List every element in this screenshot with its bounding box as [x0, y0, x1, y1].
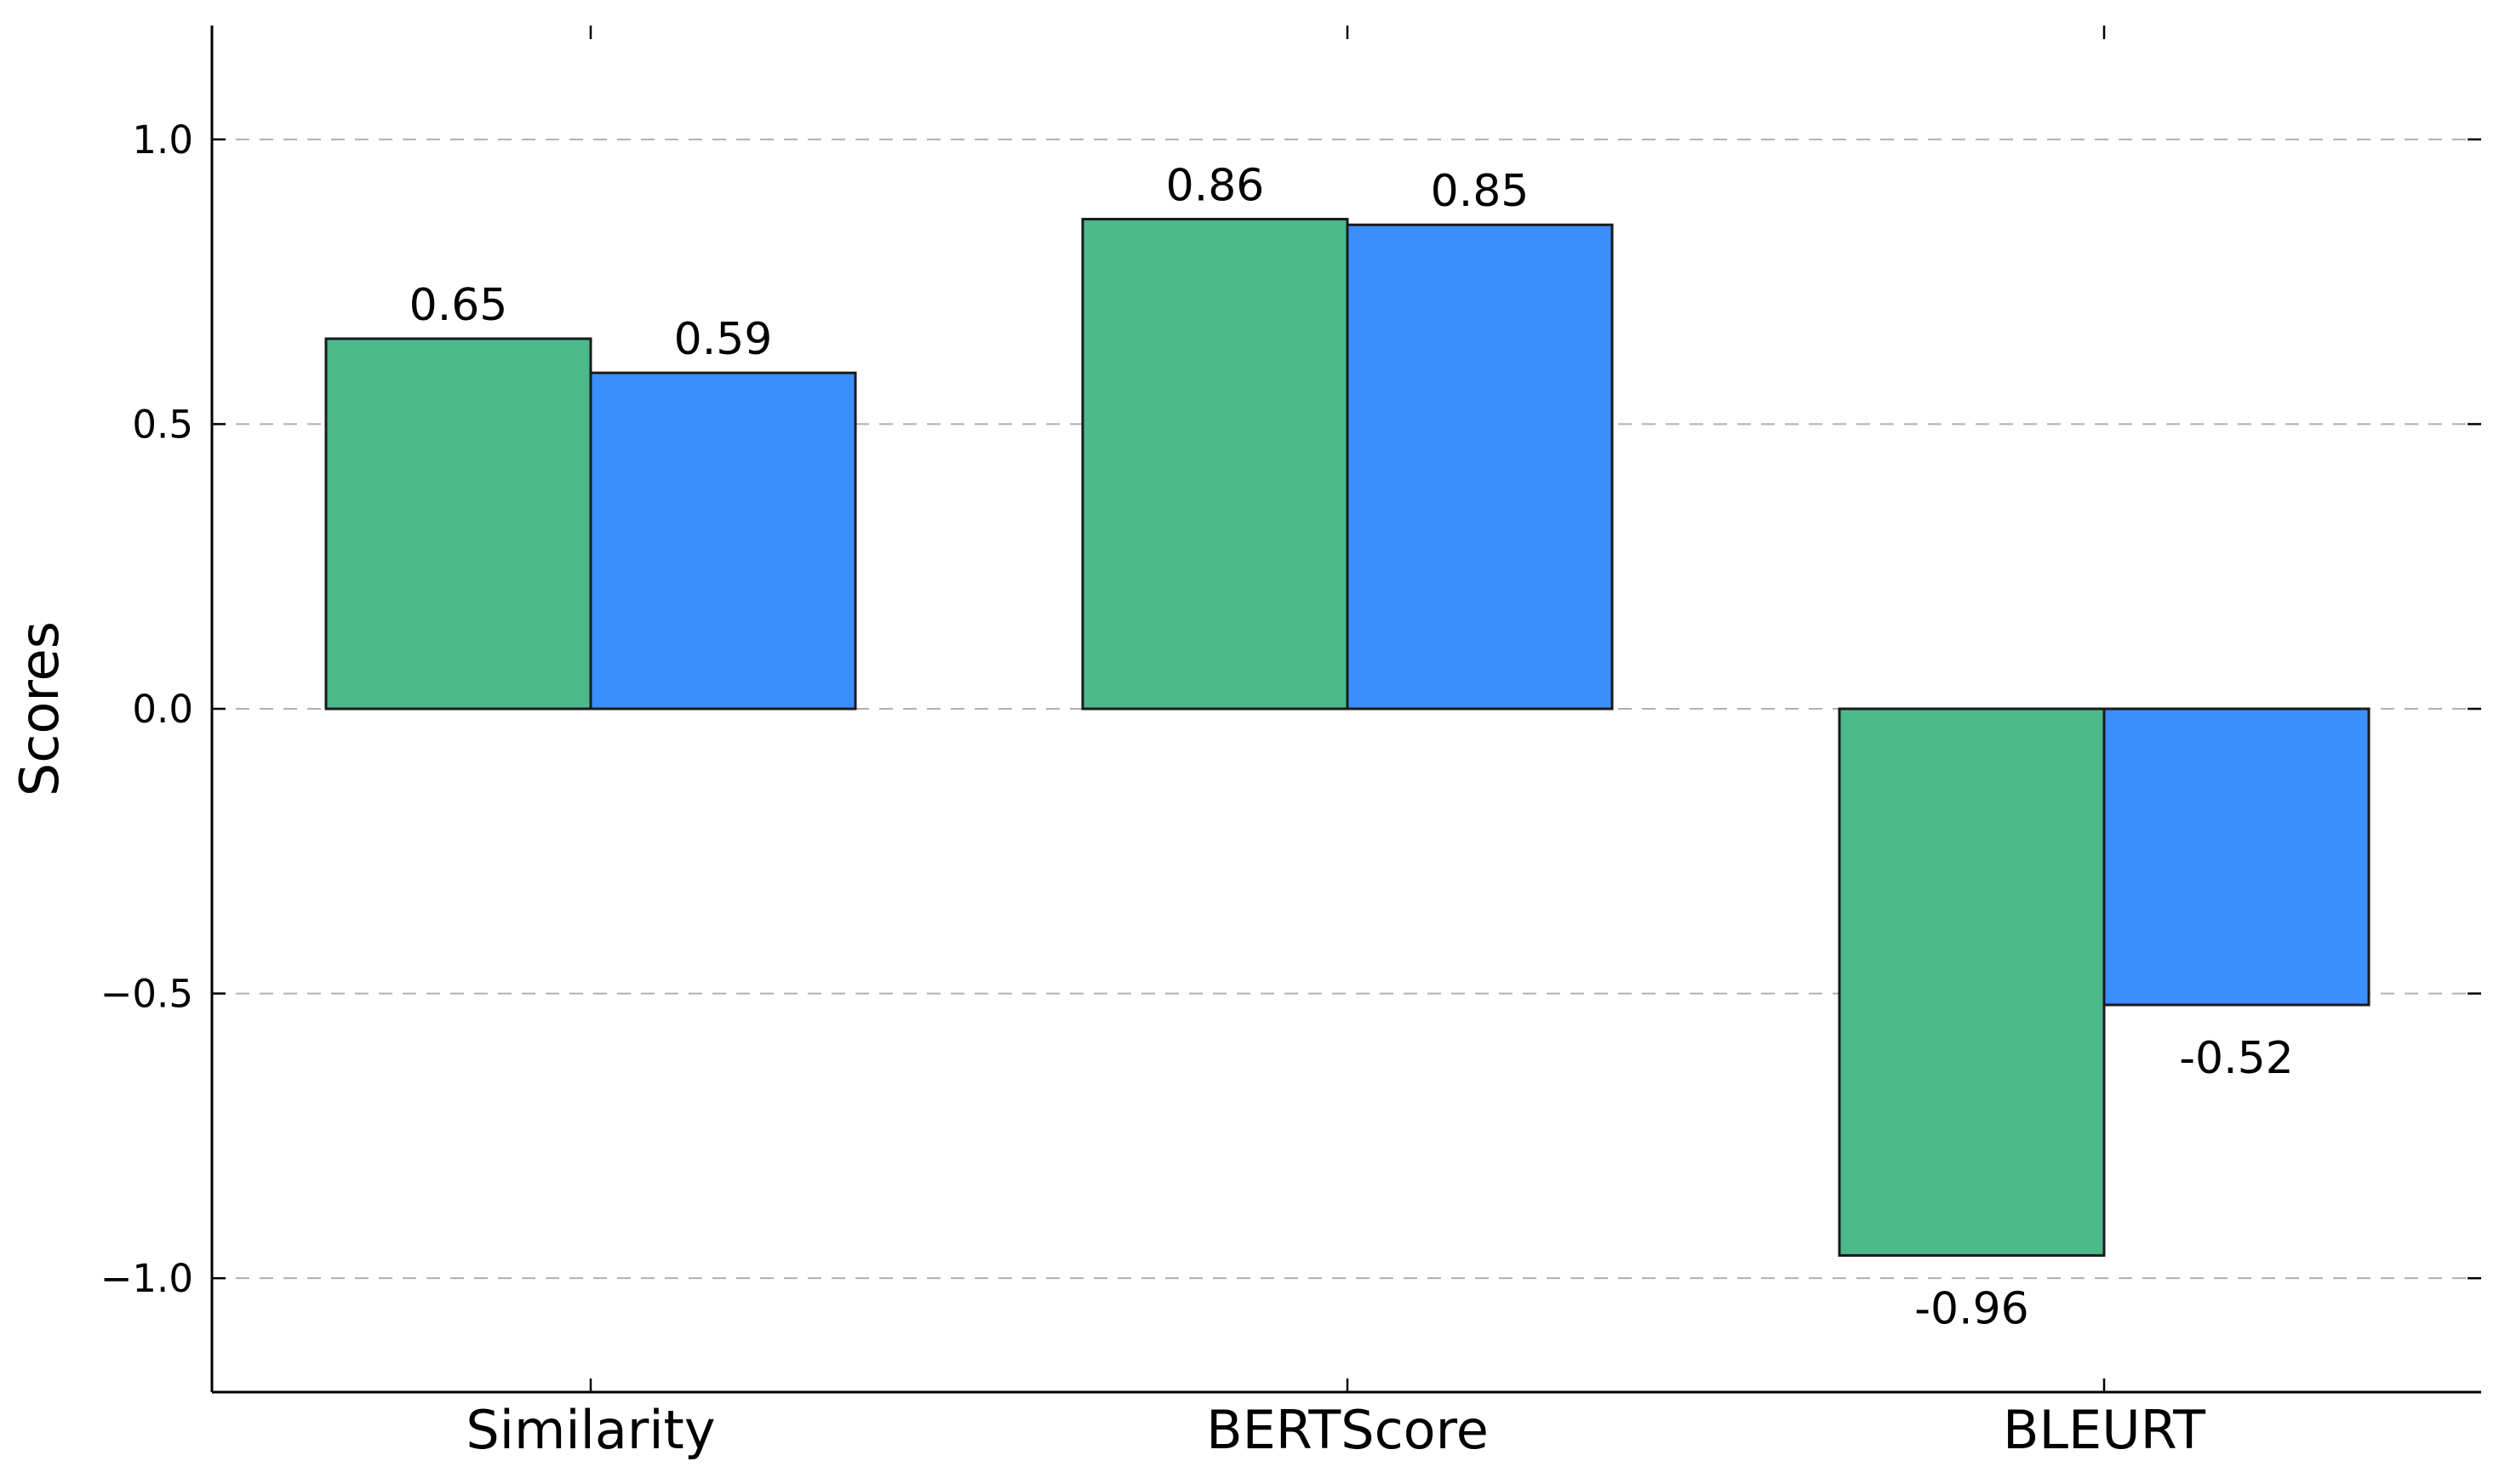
- labels: 1.0 0.5 0.0 −0.5 −1.0 0.65 0.59 Similarity 0.86 0…: [100, 117, 2294, 1461]
- y-axis-title: Scores: [9, 621, 71, 796]
- y-tick-label: 1.0: [132, 117, 193, 163]
- x-tick-label: Similarity: [466, 1399, 715, 1461]
- y-tick-label: −1.0: [100, 1256, 193, 1301]
- bar-bertscore-series-1: [1081, 218, 1349, 711]
- bar-similarity-series-2: [589, 371, 857, 711]
- data-label: 0.85: [1431, 166, 1530, 217]
- axes: [210, 26, 2481, 1394]
- y-tick-label: 0.0: [132, 687, 193, 732]
- data-label: 0.86: [1166, 161, 1265, 212]
- data-label: 0.65: [409, 280, 508, 331]
- x-tick-label: BERTScore: [1206, 1399, 1489, 1461]
- x-tick-label: BLEURT: [2003, 1399, 2206, 1461]
- bar-bleurt-series-2: [2102, 707, 2371, 1007]
- data-label: -0.96: [1914, 1283, 2029, 1334]
- y-tick-label: 0.5: [132, 402, 193, 447]
- bar-bertscore-series-2: [1346, 223, 1614, 711]
- data-label: 0.59: [674, 314, 773, 365]
- bars: [324, 218, 2371, 1257]
- bar-similarity-series-1: [324, 337, 592, 711]
- data-label: -0.52: [2179, 1033, 2294, 1084]
- y-tick-label: −0.5: [100, 972, 193, 1017]
- bar-bleurt-series-1: [1838, 707, 2106, 1257]
